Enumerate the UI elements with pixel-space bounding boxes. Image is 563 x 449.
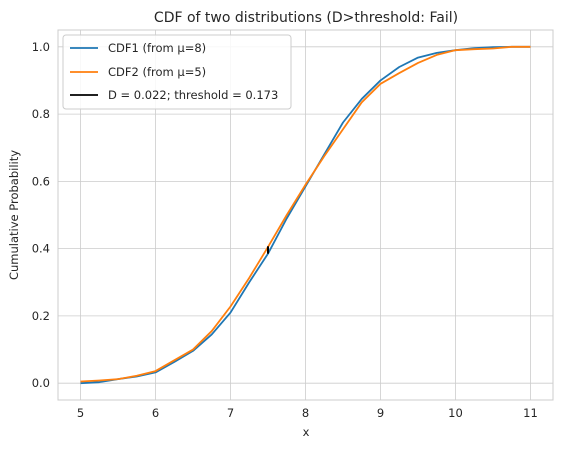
x-tick-label: 11 <box>523 406 538 420</box>
legend-label-cdf1: CDF1 (from μ=8) <box>108 41 206 55</box>
series-lines <box>80 45 531 385</box>
cdf2-line <box>80 45 531 383</box>
y-tick-label: 0.0 <box>32 376 50 390</box>
x-axis-label: x <box>303 425 310 439</box>
y-tick-label: 0.6 <box>32 174 50 188</box>
x-tick-label: 7 <box>227 406 234 420</box>
x-tick-label: 10 <box>448 406 463 420</box>
y-tick-label: 0.4 <box>32 242 50 256</box>
x-tick-label: 8 <box>302 406 309 420</box>
legend-label-cdf2: CDF2 (from μ=5) <box>108 65 206 79</box>
y-tick-label: 0.2 <box>32 309 50 323</box>
y-tick-label: 1.0 <box>32 40 50 54</box>
y-tick-label: 0.8 <box>32 107 50 121</box>
legend-label-ks: D = 0.022; threshold = 0.173 <box>108 88 278 102</box>
y-axis-label: Cumulative Probability <box>7 150 21 280</box>
x-tick-label: 9 <box>377 406 384 420</box>
x-tick-label: 5 <box>77 406 84 420</box>
tick-labels: 5 6 7 8 9 10 11 0.0 0.2 0.4 0.6 0.8 1.0 <box>32 40 538 420</box>
legend-box <box>62 34 292 110</box>
x-tick-label: 6 <box>152 406 159 420</box>
legend: CDF1 (from μ=8) CDF2 (from μ=5) D = 0.02… <box>62 34 292 110</box>
chart-title: CDF of two distributions (D>threshold: F… <box>154 10 458 26</box>
